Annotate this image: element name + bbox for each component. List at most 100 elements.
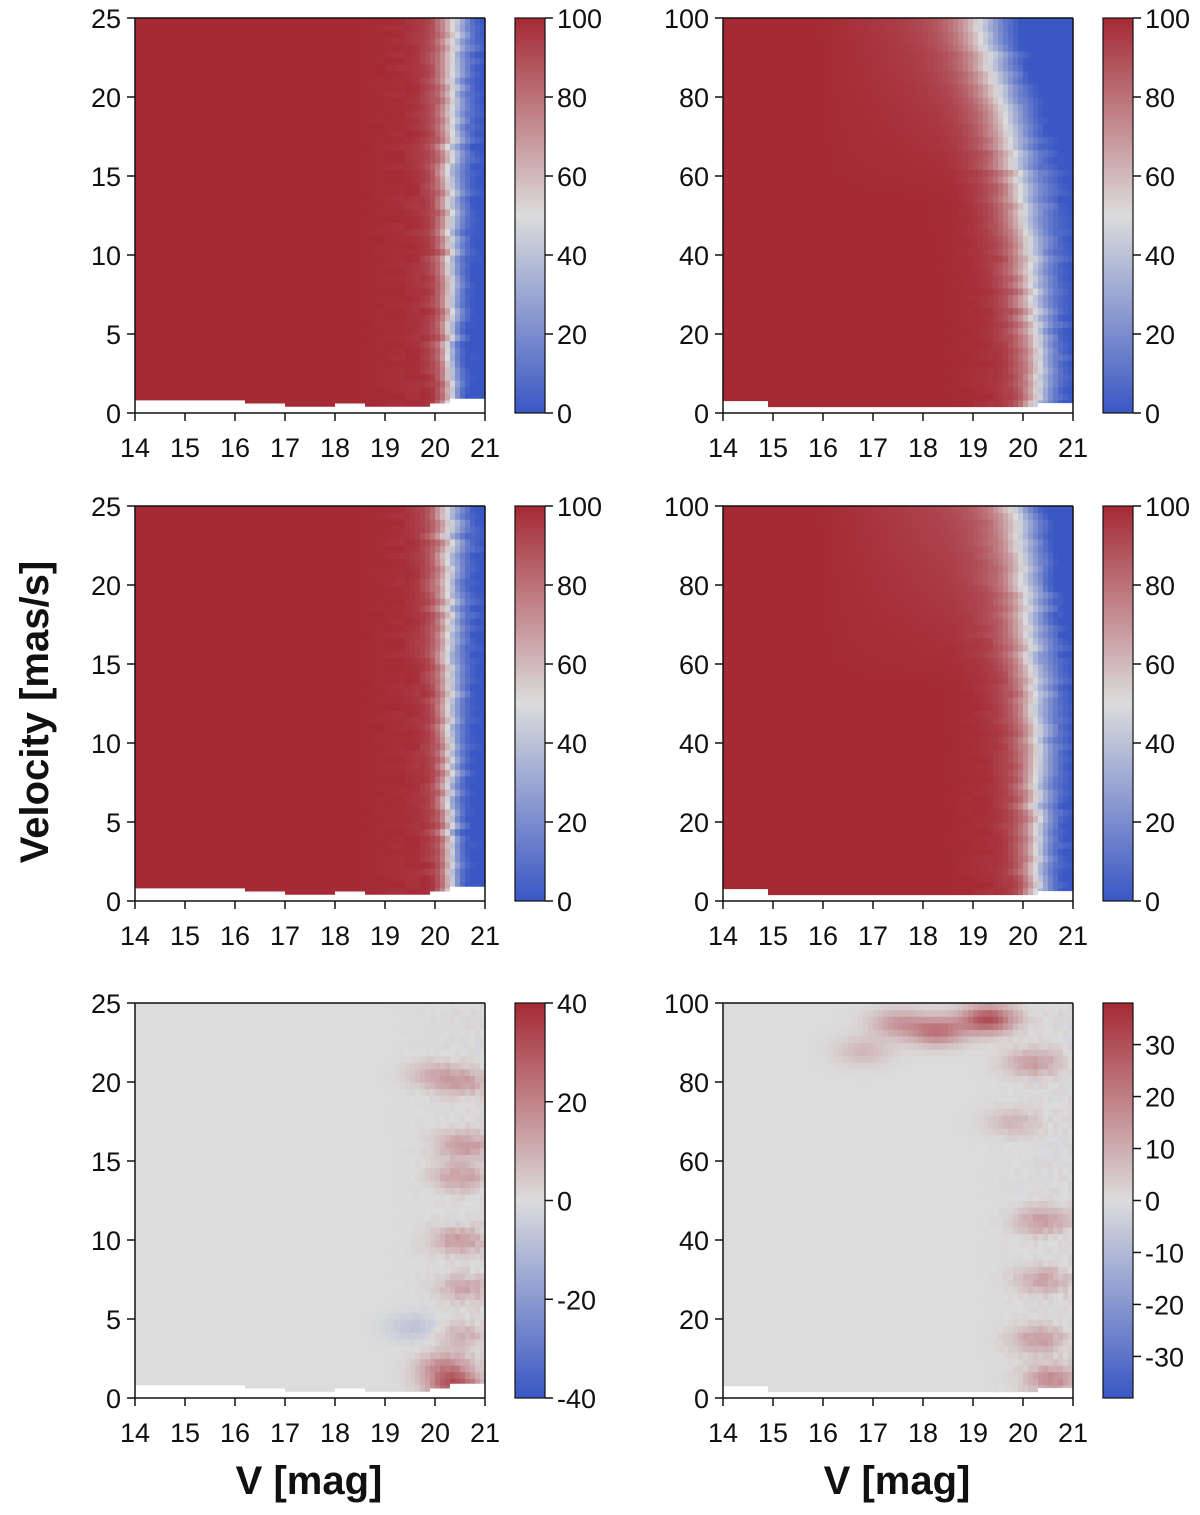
heatmap-cell (748, 373, 754, 381)
heatmap-cell (420, 57, 426, 65)
heatmap-cell (255, 162, 261, 171)
heatmap-cell (180, 327, 186, 335)
heatmap-cell (370, 307, 376, 315)
heatmap-cell (245, 162, 251, 171)
heatmap-cell (1033, 366, 1039, 375)
heatmap-cell (430, 353, 436, 361)
heatmap-cell (230, 268, 236, 276)
heatmap-cell (295, 347, 301, 355)
heatmap-cell (300, 110, 306, 118)
heatmap-cell (375, 57, 381, 65)
heatmap-cell (240, 248, 246, 256)
heatmap-cell (878, 340, 884, 348)
heatmap-cell (245, 208, 251, 217)
heatmap-cell (150, 176, 156, 184)
heatmap-cell (185, 347, 191, 355)
heatmap-cell (170, 380, 176, 388)
heatmap-cell (365, 182, 371, 190)
heatmap-cell (435, 77, 441, 85)
heatmap-cell (445, 182, 451, 190)
heatmap-cell (320, 182, 326, 190)
heatmap-cell (375, 248, 381, 256)
heatmap-cell (410, 301, 416, 309)
heatmap-cell (255, 281, 261, 289)
heatmap-cell (170, 222, 176, 230)
heatmap-cell (155, 340, 161, 348)
heatmap-cell (310, 169, 316, 177)
heatmap-cell (430, 123, 436, 131)
heatmap-cell (200, 143, 206, 151)
heatmap-cell (150, 110, 156, 118)
heatmap-cell (135, 116, 141, 124)
heatmap-cell (450, 195, 456, 203)
heatmap-cell (295, 314, 301, 322)
heatmap-cell (898, 347, 904, 355)
heatmap-cell (335, 208, 341, 217)
heatmap-cell (320, 18, 326, 26)
heatmap-cell (235, 50, 241, 59)
heatmap-cell (345, 314, 351, 322)
heatmap-cell (270, 360, 276, 368)
heatmap-cell (345, 24, 351, 32)
heatmap-cell (350, 281, 356, 289)
heatmap-cell (170, 261, 176, 269)
heatmap-cell (415, 162, 421, 171)
heatmap-cell (480, 83, 485, 92)
heatmap-cell (150, 31, 156, 39)
heatmap-cell (430, 347, 436, 355)
heatmap-cell (868, 353, 874, 361)
heatmap-cell (475, 340, 481, 348)
heatmap-cell (425, 327, 431, 335)
heatmap-cell (460, 182, 466, 190)
heatmap-cell (265, 143, 271, 151)
heatmap-cell (165, 373, 171, 381)
heatmap-cell (360, 301, 366, 309)
heatmap-cell (470, 215, 476, 223)
heatmap-cell (255, 116, 261, 124)
heatmap-cell (858, 380, 864, 388)
heatmap-cell (345, 31, 351, 39)
heatmap-cell (928, 340, 934, 348)
heatmap-cell (430, 70, 436, 78)
heatmap-cell (180, 64, 186, 72)
heatmap-cell (763, 380, 769, 388)
heatmap-cell (405, 31, 411, 39)
heatmap-cell (300, 248, 306, 256)
heatmap-cell (380, 228, 386, 236)
heatmap-cell (240, 169, 246, 177)
heatmap-cell (445, 57, 451, 65)
heatmap-cell (888, 353, 894, 361)
heatmap-cell (883, 340, 889, 348)
heatmap-cell (305, 18, 311, 26)
heatmap-cell (145, 162, 151, 171)
heatmap-cell (245, 129, 251, 138)
heatmap-cell (480, 208, 485, 217)
heatmap-cell (828, 399, 834, 408)
heatmap-cell (420, 320, 426, 329)
heatmap-cell (285, 274, 291, 282)
heatmap-cell (265, 314, 271, 322)
heatmap-cell (190, 50, 196, 59)
heatmap-cell (440, 202, 446, 210)
heatmap-cell (380, 340, 386, 348)
heatmap-cell (160, 116, 166, 124)
heatmap-cell (410, 255, 416, 263)
heatmap-cell (410, 307, 416, 315)
heatmap-cell (210, 149, 216, 157)
heatmap-cell (395, 255, 401, 263)
heatmap-cell (165, 327, 171, 335)
heatmap-cell (175, 44, 181, 52)
heatmap-cell (888, 380, 894, 388)
heatmap-cell (280, 261, 286, 269)
heatmap-cell (165, 314, 171, 322)
heatmap-cell (220, 208, 226, 217)
heatmap-cell (470, 386, 476, 394)
heatmap-cell (280, 353, 286, 361)
heatmap-cell (863, 347, 869, 355)
heatmap-cell (370, 393, 376, 401)
heatmap-cell (395, 294, 401, 302)
heatmap-cell (425, 287, 431, 296)
heatmap-cell (240, 340, 246, 348)
heatmap-cell (400, 261, 406, 269)
heatmap-cell (838, 366, 844, 375)
